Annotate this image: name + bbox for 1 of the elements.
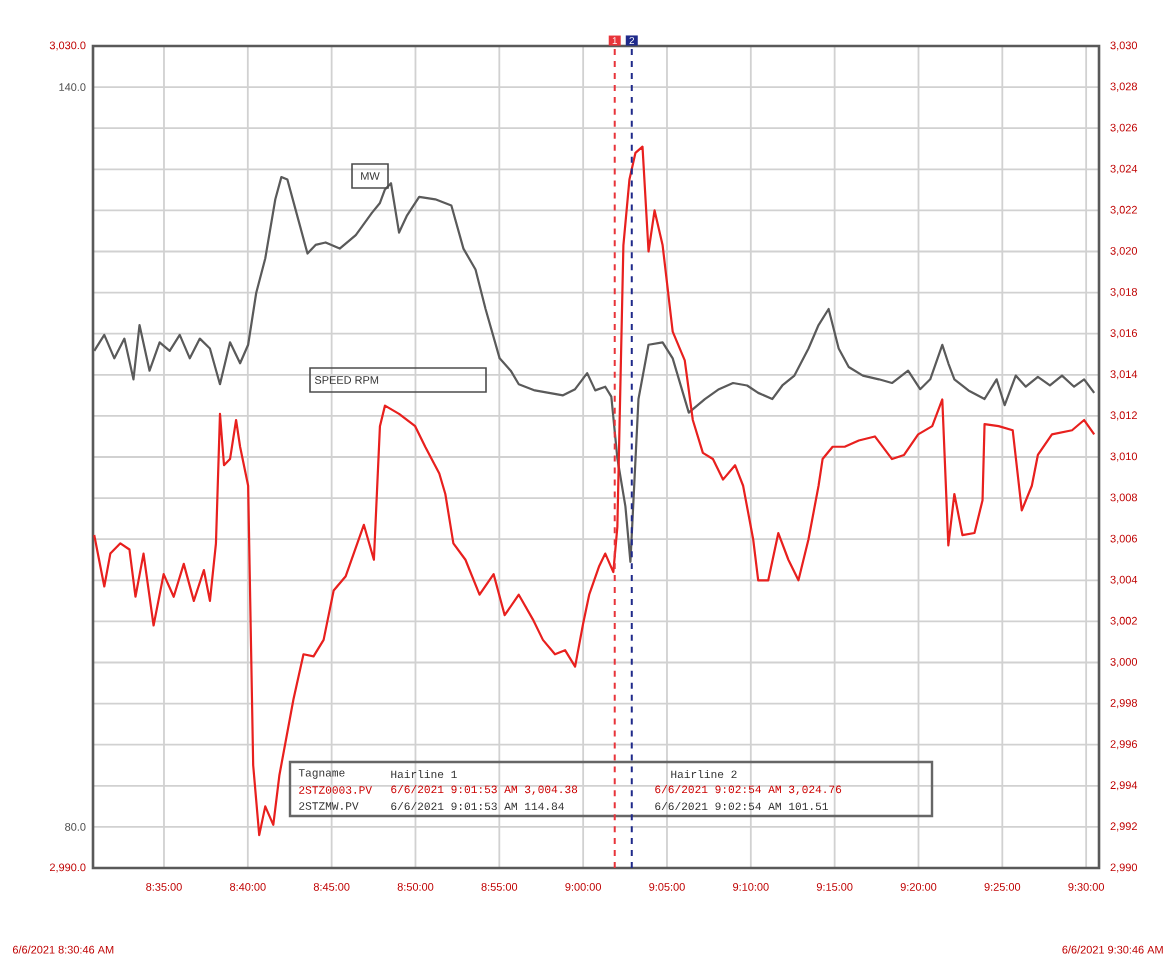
line-series: [93, 145, 1096, 837]
